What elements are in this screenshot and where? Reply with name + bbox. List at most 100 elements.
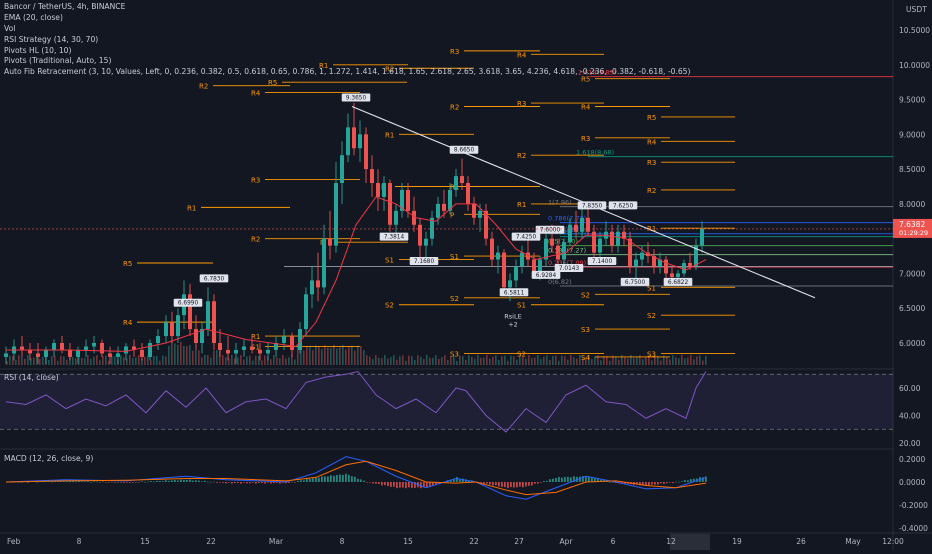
macd-histogram-bar xyxy=(150,481,152,482)
pivot-level-label: R4 xyxy=(251,90,261,98)
macd-histogram-bar xyxy=(666,482,668,484)
macd-histogram-bar xyxy=(195,480,197,482)
volume-bar xyxy=(450,356,452,365)
pivot-level-label: S3 xyxy=(647,350,656,358)
macd-histogram-bar xyxy=(462,478,464,482)
candle-body xyxy=(418,224,422,246)
volume-bar xyxy=(624,357,626,365)
volume-bar xyxy=(282,355,284,365)
volume-bar xyxy=(27,355,29,365)
volume-bar xyxy=(243,359,245,365)
macd-histogram-bar xyxy=(579,476,581,482)
macd-histogram-bar xyxy=(156,480,158,482)
macd-histogram-bar xyxy=(117,481,119,483)
pivot-level-label: R1 xyxy=(187,204,196,212)
macd-histogram-bar xyxy=(651,482,653,485)
fib-level-label: 1(7.96) xyxy=(548,199,572,207)
macd-histogram-bar xyxy=(429,482,431,488)
macd-histogram-bar xyxy=(99,482,101,483)
macd-histogram-bar xyxy=(384,482,386,486)
macd-histogram-bar xyxy=(357,478,359,482)
macd-histogram-bar xyxy=(333,475,335,482)
candle-body xyxy=(92,343,96,347)
legend-vol[interactable]: Vol xyxy=(4,23,16,33)
candle-body xyxy=(310,280,314,295)
volume-bar xyxy=(399,356,401,365)
pivot-label-box xyxy=(511,232,541,241)
candle-body xyxy=(346,127,350,156)
macd-histogram-bar xyxy=(213,481,215,483)
legend-ema[interactable]: EMA (20, close) xyxy=(4,12,63,22)
pivot-label-box xyxy=(449,145,479,154)
rsile-label: RsiLE xyxy=(504,313,521,321)
macd-histogram-bar xyxy=(330,475,332,482)
macd-histogram-bar xyxy=(81,481,83,483)
volume-bar xyxy=(153,356,155,365)
macd-histogram-bar xyxy=(102,481,104,483)
candle-body xyxy=(156,336,160,343)
candle-body xyxy=(610,231,614,246)
legend-pivots-traditional[interactable]: Pivots (Traditional, Auto, 15) xyxy=(4,56,112,66)
rsi-pane: 60.00 40.00 20.00 xyxy=(0,370,921,448)
symbol-line[interactable]: Bancor / TetherUS, 4h, BINANCE xyxy=(4,2,126,11)
volume-bar xyxy=(504,355,506,365)
rsi-tick-label: 60.00 xyxy=(899,384,921,393)
candle-body xyxy=(218,343,222,350)
rsi-tick-label: 40.00 xyxy=(899,412,921,421)
pivot-label-box xyxy=(663,277,693,286)
macd-histogram-bar xyxy=(690,479,692,482)
pivot-level-label: R2 xyxy=(251,236,260,244)
macd-histogram-bar xyxy=(363,480,365,482)
pivot-label-text: 6.9284 xyxy=(536,273,557,279)
volume-bar xyxy=(579,355,581,365)
macd-histogram-bar xyxy=(528,482,530,486)
volume-bar xyxy=(348,346,350,365)
candle-body xyxy=(670,273,674,277)
volume-bar xyxy=(276,357,278,365)
rsi-legend[interactable]: RSI (14, close) xyxy=(4,373,59,382)
macd-histogram-bar xyxy=(165,480,167,482)
volume-bar xyxy=(486,355,488,365)
volume-bar xyxy=(270,359,272,365)
volume-bar xyxy=(108,360,110,365)
macd-histogram-bar xyxy=(408,482,410,488)
macd-histogram-bar xyxy=(291,481,293,483)
macd-legend[interactable]: MACD (12, 26, close, 9) xyxy=(4,454,94,463)
volume-bar xyxy=(432,357,434,365)
volume-bar xyxy=(246,356,248,365)
candle-body xyxy=(364,134,368,170)
macd-histogram-bar xyxy=(423,482,425,488)
volume-bar xyxy=(405,360,407,365)
legend-auto-fib[interactable]: Auto Fib Retracement (3, 10, Values, Lef… xyxy=(4,67,691,77)
volume-bar xyxy=(303,350,305,365)
macd-histogram-bar xyxy=(480,482,482,483)
macd-histogram-bar xyxy=(267,482,269,483)
legend-rsi-strategy[interactable]: RSI Strategy (14, 30, 70) xyxy=(4,34,99,44)
candle-body xyxy=(508,280,512,288)
volume-bar xyxy=(168,345,170,365)
candle-body xyxy=(258,349,262,354)
macd-histogram-bar xyxy=(639,482,641,486)
macd-histogram-bar xyxy=(396,482,398,489)
macd-histogram-bar xyxy=(615,482,617,484)
macd-histogram-bar xyxy=(234,482,236,484)
pivot-label-text: 7.4250 xyxy=(516,235,537,241)
pivot-level-label: S1 xyxy=(647,284,656,292)
last-price-badge xyxy=(893,218,932,238)
candle-body xyxy=(266,349,270,354)
volume-bar xyxy=(207,354,209,365)
candle-body xyxy=(514,266,518,281)
pivot-level-label: S1 xyxy=(450,253,459,261)
macd-histogram-bar xyxy=(495,482,497,486)
volume-bar xyxy=(393,355,395,365)
candle-body xyxy=(328,238,332,246)
volume-bar xyxy=(660,360,662,365)
macd-histogram-bar xyxy=(336,475,338,482)
volume-bar xyxy=(204,354,206,365)
volume-bar xyxy=(612,355,614,365)
volume-bar xyxy=(645,356,647,365)
macd-histogram-bar xyxy=(42,481,44,483)
legend-pivots-hl[interactable]: Pivots HL (10, 10) xyxy=(4,45,72,55)
volume-bar xyxy=(576,358,578,365)
